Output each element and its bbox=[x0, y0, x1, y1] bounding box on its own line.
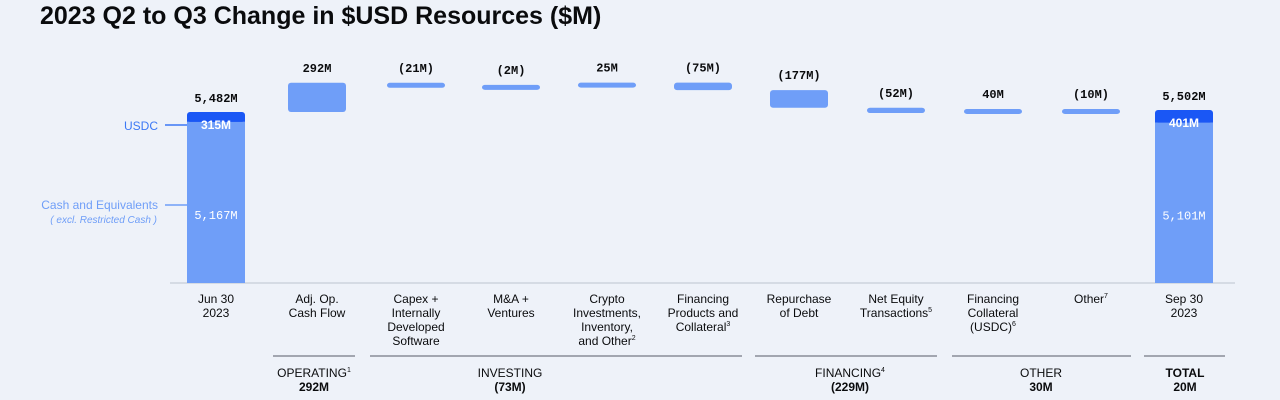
start-total-label: 5,482M bbox=[194, 92, 237, 106]
change-value-label-7: (52M) bbox=[878, 87, 914, 101]
group-value-operating: 292M bbox=[299, 380, 329, 394]
change-category-label-5: Collateral3 bbox=[676, 320, 731, 334]
change-value-label-9: (10M) bbox=[1073, 88, 1109, 102]
change-bar-1 bbox=[288, 82, 346, 112]
change-category-label-2: Internally bbox=[392, 306, 441, 320]
start-bar-usdc-fill bbox=[187, 116, 245, 122]
change-category-label-6: of Debt bbox=[780, 306, 819, 320]
change-bar-8 bbox=[964, 109, 1022, 114]
end-total-label: 5,502M bbox=[1162, 90, 1205, 104]
start-value-usdc: 315M bbox=[201, 118, 231, 132]
change-category-label-8: Collateral bbox=[968, 306, 1019, 320]
start-category-label: 2023 bbox=[203, 306, 230, 320]
start-bar-cash bbox=[187, 121, 245, 283]
change-value-label-4: 25M bbox=[596, 62, 618, 76]
change-bar-6 bbox=[770, 90, 828, 108]
end-category-label: 2023 bbox=[1171, 306, 1198, 320]
change-category-label-5: Financing bbox=[677, 292, 729, 306]
change-category-label-8: (USDC)6 bbox=[970, 320, 1016, 334]
group-value-other: 30M bbox=[1029, 380, 1052, 394]
change-bar-4 bbox=[578, 82, 636, 88]
change-category-label-1: Cash Flow bbox=[289, 306, 346, 320]
change-category-label-7: Transactions5 bbox=[860, 306, 932, 320]
start-category-label: Jun 30 bbox=[198, 292, 234, 306]
change-category-label-3: Ventures bbox=[487, 306, 534, 320]
change-category-label-2: Software bbox=[392, 334, 440, 348]
change-category-label-9: Other7 bbox=[1074, 292, 1108, 306]
cash-legend-note: ( excl. Restricted Cash ) bbox=[50, 215, 157, 226]
change-value-label-6: (177M) bbox=[777, 69, 820, 83]
end-value-cash: 5,101M bbox=[1162, 210, 1205, 224]
change-category-label-7: Net Equity bbox=[868, 292, 923, 306]
group-value-investing: (73M) bbox=[494, 380, 525, 394]
group-value-total: 20M bbox=[1173, 380, 1196, 394]
cash-legend-label: Cash and Equivalents bbox=[41, 198, 158, 212]
change-category-label-2: Capex + bbox=[393, 292, 438, 306]
change-category-label-2: Developed bbox=[387, 320, 444, 334]
chart-title: 2023 Q2 to Q3 Change in $USD Resources (… bbox=[40, 2, 602, 30]
usdc-legend-label: USDC bbox=[124, 119, 158, 133]
group-name-total: TOTAL bbox=[1166, 366, 1205, 380]
end-bar-usdc-fill bbox=[1155, 114, 1213, 123]
start-value-cash: 5,167M bbox=[194, 209, 237, 223]
group-value-financing: (229M) bbox=[831, 380, 869, 394]
change-bar-9 bbox=[1062, 109, 1120, 114]
change-bar-2 bbox=[387, 82, 445, 88]
change-category-label-4: and Other2 bbox=[578, 334, 635, 348]
change-category-label-4: Investments, bbox=[573, 306, 641, 320]
change-category-label-4: Inventory, bbox=[581, 320, 633, 334]
change-value-label-1: 292M bbox=[303, 62, 332, 76]
change-value-label-2: (21M) bbox=[398, 62, 434, 76]
end-value-usdc: 401M bbox=[1169, 116, 1199, 130]
change-category-label-4: Crypto bbox=[589, 292, 625, 306]
change-value-label-3: (2M) bbox=[497, 64, 526, 78]
change-category-label-8: Financing bbox=[967, 292, 1019, 306]
change-value-label-5: (75M) bbox=[685, 62, 721, 76]
end-category-label: Sep 30 bbox=[1165, 292, 1203, 306]
change-bar-7 bbox=[867, 107, 925, 113]
end-bar-cash bbox=[1155, 122, 1213, 283]
group-name-investing: INVESTING bbox=[478, 366, 543, 380]
change-category-label-3: M&A + bbox=[493, 292, 529, 306]
change-bar-5 bbox=[674, 82, 732, 91]
change-category-label-5: Products and bbox=[668, 306, 739, 320]
group-name-other: OTHER bbox=[1020, 366, 1062, 380]
change-bar-3 bbox=[482, 84, 540, 90]
group-name-financing: FINANCING4 bbox=[815, 366, 885, 380]
change-category-label-1: Adj. Op. bbox=[295, 292, 338, 306]
change-category-label-6: Repurchase bbox=[767, 292, 832, 306]
group-name-operating: OPERATING1 bbox=[277, 366, 351, 380]
change-value-label-8: 40M bbox=[982, 88, 1004, 102]
